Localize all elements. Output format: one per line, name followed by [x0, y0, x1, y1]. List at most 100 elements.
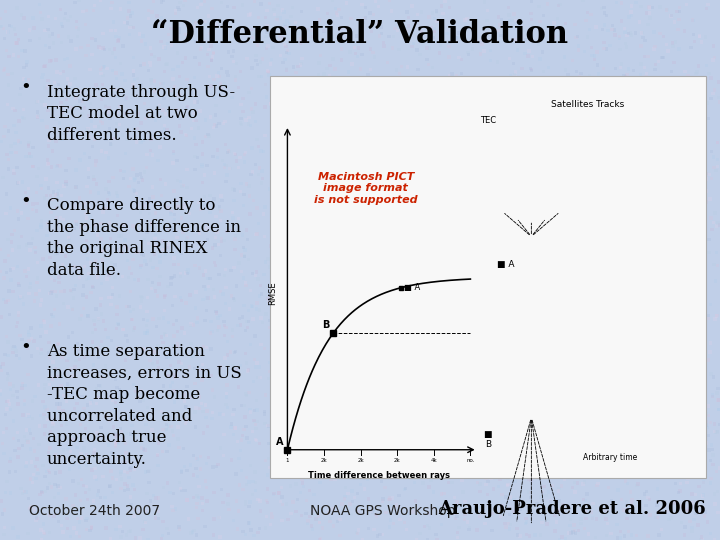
Point — [575, 364, 587, 373]
Point — [336, 181, 347, 190]
Point — [215, 443, 226, 452]
Point — [247, 33, 258, 42]
Point — [17, 381, 28, 390]
Point — [574, 443, 585, 452]
Point — [369, 52, 380, 61]
Point — [39, 529, 50, 538]
Point — [377, 434, 389, 443]
Point — [125, 11, 136, 20]
Point — [136, 293, 148, 302]
Point — [93, 188, 104, 197]
Point — [80, 488, 91, 497]
Point — [500, 523, 512, 531]
Point — [326, 429, 338, 438]
Point — [96, 279, 107, 288]
Point — [288, 321, 300, 329]
Point — [250, 160, 261, 169]
Point — [693, 482, 705, 491]
Point — [705, 300, 716, 309]
Point — [55, 483, 66, 491]
Point — [17, 113, 29, 122]
Point — [339, 492, 351, 501]
Point — [676, 422, 688, 430]
Point — [425, 476, 436, 485]
Point — [0, 209, 12, 218]
Point — [187, 352, 199, 360]
Point — [309, 451, 320, 460]
Point — [359, 240, 371, 248]
Point — [486, 396, 498, 404]
Point — [195, 0, 207, 9]
Point — [577, 392, 589, 401]
Point — [171, 233, 183, 242]
Point — [147, 263, 158, 272]
Point — [368, 170, 379, 178]
Point — [575, 519, 587, 528]
Point — [0, 295, 9, 303]
Point — [535, 227, 546, 236]
Point — [651, 501, 662, 509]
Point — [647, 403, 658, 412]
Point — [360, 437, 372, 445]
Point — [143, 87, 154, 96]
Point — [22, 529, 34, 538]
Point — [460, 79, 472, 88]
Point — [502, 474, 513, 482]
Point — [246, 170, 257, 179]
Point — [59, 87, 71, 96]
Point — [176, 182, 188, 191]
Point — [456, 413, 468, 421]
Point — [575, 366, 586, 374]
Point — [480, 519, 491, 528]
Point — [284, 482, 296, 490]
Point — [288, 224, 300, 232]
Point — [303, 170, 315, 179]
Point — [462, 413, 474, 421]
Point — [417, 465, 428, 474]
Point — [667, 42, 679, 50]
Point — [504, 54, 516, 63]
Point — [493, 21, 505, 29]
Point — [384, 0, 395, 5]
Point — [548, 323, 559, 332]
Point — [240, 390, 252, 399]
Point — [479, 145, 490, 154]
Point — [158, 483, 169, 492]
Point — [383, 32, 395, 40]
Point — [686, 498, 698, 507]
Point — [313, 536, 325, 540]
Point — [312, 511, 324, 520]
Point — [701, 175, 712, 184]
Point — [464, 360, 475, 368]
Point — [140, 260, 152, 269]
Point — [125, 287, 136, 296]
Point — [289, 430, 301, 439]
Point — [665, 159, 677, 168]
Point — [420, 471, 431, 480]
Point — [491, 443, 503, 451]
Point — [307, 467, 318, 476]
Point — [139, 99, 150, 108]
Point — [86, 143, 98, 151]
Point — [473, 209, 485, 218]
Point — [486, 526, 498, 535]
Point — [113, 452, 125, 461]
Point — [248, 355, 260, 364]
Point — [9, 226, 20, 235]
Point — [276, 27, 287, 36]
Point — [158, 338, 169, 347]
Point — [308, 490, 320, 499]
Point — [522, 383, 534, 391]
Point — [216, 485, 228, 494]
Point — [77, 97, 89, 106]
Point — [17, 410, 29, 419]
Point — [202, 422, 213, 431]
Point — [102, 429, 113, 438]
Point — [146, 426, 158, 434]
Point — [350, 296, 361, 305]
Point — [439, 198, 451, 206]
Point — [117, 272, 128, 281]
Point — [127, 66, 139, 75]
Point — [517, 302, 528, 310]
Point — [693, 236, 705, 245]
